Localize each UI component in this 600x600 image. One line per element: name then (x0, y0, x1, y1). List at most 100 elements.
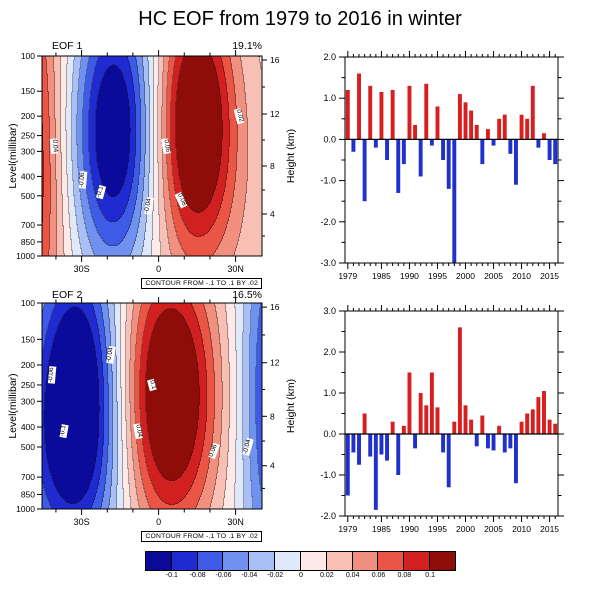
lat-tick-label: 0 (156, 517, 161, 527)
bar (351, 434, 356, 453)
bar (368, 85, 373, 140)
pressure-tick-label: 200 (21, 111, 35, 121)
bar (463, 405, 468, 434)
colorbar-label: 0.02 (320, 572, 334, 579)
bar (368, 434, 373, 457)
pressure-tick-label: 100 (21, 51, 35, 61)
bar (413, 434, 418, 449)
bar (519, 421, 524, 434)
x-tick-label: 2015 (540, 271, 559, 281)
pressure-tick-label: 200 (21, 360, 35, 370)
x-tick-label: 1990 (400, 524, 419, 534)
colorbar-segment (299, 551, 327, 571)
contour-line-label: -0.06 (46, 366, 57, 384)
bar (530, 85, 535, 140)
pressure-tick-label: 250 (21, 380, 35, 390)
bar (485, 129, 490, 140)
bar (407, 372, 412, 434)
contour-line-label: -0.06 (77, 171, 87, 189)
colorbar-label: -0.06 (215, 572, 232, 579)
y-tick-label: 3.0 (323, 306, 336, 316)
bar (513, 139, 518, 185)
bar (396, 434, 401, 475)
x-tick-label: 2015 (540, 524, 559, 534)
colorbar-segment (403, 551, 431, 571)
pc1-bar-chart: -3.0 -2.0 -1.0 0.0 1.0 2.0 1979 1985 1990 1995 200… (320, 51, 564, 281)
colorbar-segment (325, 551, 353, 571)
bar (396, 139, 401, 193)
bar (553, 423, 558, 434)
bar (407, 85, 412, 140)
bar (542, 133, 546, 140)
y-tick-label: -3.0 (320, 258, 336, 268)
eof2-variance: 16.5% (232, 289, 262, 301)
x-tick-label: 1985 (372, 271, 391, 281)
bar (508, 139, 513, 154)
y-tick-label: 1.0 (323, 93, 336, 103)
x-tick-label: 2000 (456, 271, 475, 281)
bar (497, 118, 502, 140)
bar (418, 393, 423, 434)
bar (547, 139, 552, 160)
bar (457, 94, 462, 140)
colorbar-segment (274, 551, 301, 571)
bar (373, 139, 378, 148)
pressure-tick-label: 300 (21, 146, 35, 156)
bar (429, 372, 434, 434)
bar (525, 413, 530, 434)
bar (357, 434, 361, 465)
bar (469, 419, 474, 434)
eof2-contour-canvas (42, 303, 262, 509)
bar (452, 421, 457, 434)
bar (390, 421, 395, 434)
lat-tick-label: 30N (227, 517, 244, 527)
bar (469, 110, 474, 140)
colorbar-label: 0.08 (397, 572, 412, 579)
x-tick-label: 2010 (512, 524, 531, 534)
bar (502, 114, 507, 140)
bar (373, 434, 378, 510)
eof1-variance: 19.1% (232, 40, 262, 52)
bar (519, 114, 524, 140)
eof1-contour-note: CONTOUR FROM -.1 TO .1 BY .02 (141, 278, 262, 289)
bar (530, 409, 535, 434)
bar (418, 139, 423, 177)
bar (424, 405, 429, 434)
plot-border (41, 302, 263, 510)
bar (435, 106, 440, 140)
bar (508, 434, 513, 449)
bar (441, 139, 446, 160)
x-tick-label: 2000 (456, 524, 475, 534)
eof1-axes: 100 150 200 250 300 400 500 700 850 1000 16 12 8 4 30S… (16, 50, 280, 274)
eof2-axes: 100 150 200 250 300 400 500 700 850 1000 16 12 8 4 30S… (16, 297, 280, 527)
x-tick-label: 2005 (484, 271, 503, 281)
colorbar-label: -0.08 (189, 572, 206, 579)
y-tick-label: 0.0 (323, 429, 336, 439)
eof1-panel: EOF 1 19.1% Level(millibar) Height (km) … (0, 34, 300, 296)
bar (424, 83, 429, 140)
y-tick-label: 0.0 (323, 134, 336, 144)
bar (429, 139, 434, 146)
colorbar-label: 0.04 (345, 572, 360, 579)
y-tick-label: -2.0 (320, 217, 336, 227)
pressure-tick-label: 700 (21, 220, 35, 230)
lat-tick-label: 30N (227, 264, 244, 274)
height-tick-label: 12 (270, 358, 280, 368)
bar (385, 434, 390, 461)
bar (446, 139, 451, 189)
bar (536, 397, 541, 434)
pressure-tick-label: 100 (21, 298, 35, 308)
bar (401, 139, 406, 165)
y-tick-label: 2.0 (323, 347, 336, 357)
bar (345, 434, 350, 496)
bar (441, 434, 446, 453)
bar (502, 434, 507, 453)
height-tick-label: 16 (270, 302, 280, 312)
bar (345, 89, 350, 140)
colorbar-segment (222, 551, 250, 571)
bar (480, 139, 485, 165)
bar (435, 407, 440, 434)
bar (474, 434, 479, 447)
bar (547, 419, 552, 434)
eof1-contour-canvas (42, 56, 262, 256)
